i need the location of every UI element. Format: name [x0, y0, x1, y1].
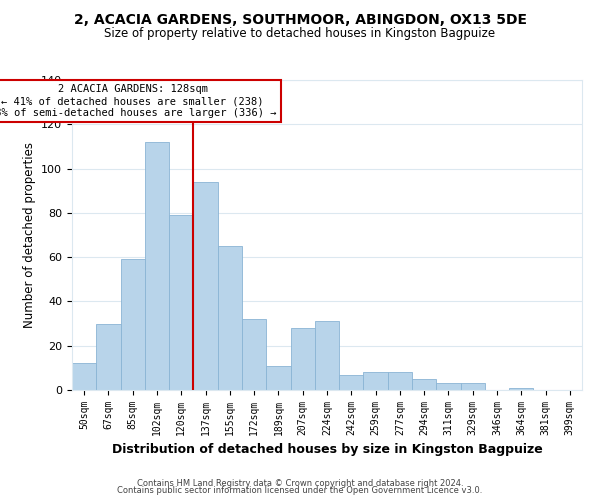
Bar	[339, 374, 364, 390]
X-axis label: Distribution of detached houses by size in Kingston Bagpuize: Distribution of detached houses by size …	[112, 444, 542, 456]
Bar	[461, 384, 485, 390]
Bar	[242, 319, 266, 390]
Bar	[145, 142, 169, 390]
Bar	[290, 328, 315, 390]
Text: Size of property relative to detached houses in Kingston Bagpuize: Size of property relative to detached ho…	[104, 28, 496, 40]
Text: Contains public sector information licensed under the Open Government Licence v3: Contains public sector information licen…	[118, 486, 482, 495]
Text: Contains HM Land Registry data © Crown copyright and database right 2024.: Contains HM Land Registry data © Crown c…	[137, 478, 463, 488]
Bar	[364, 372, 388, 390]
Text: 2 ACACIA GARDENS: 128sqm
← 41% of detached houses are smaller (238)
58% of semi-: 2 ACACIA GARDENS: 128sqm ← 41% of detach…	[0, 84, 277, 117]
Bar	[436, 384, 461, 390]
Text: 2, ACACIA GARDENS, SOUTHMOOR, ABINGDON, OX13 5DE: 2, ACACIA GARDENS, SOUTHMOOR, ABINGDON, …	[74, 12, 527, 26]
Bar	[509, 388, 533, 390]
Bar	[193, 182, 218, 390]
Y-axis label: Number of detached properties: Number of detached properties	[23, 142, 35, 328]
Bar	[218, 246, 242, 390]
Bar	[315, 322, 339, 390]
Bar	[266, 366, 290, 390]
Bar	[388, 372, 412, 390]
Bar	[121, 260, 145, 390]
Bar	[412, 379, 436, 390]
Bar	[169, 215, 193, 390]
Bar	[72, 364, 96, 390]
Bar	[96, 324, 121, 390]
